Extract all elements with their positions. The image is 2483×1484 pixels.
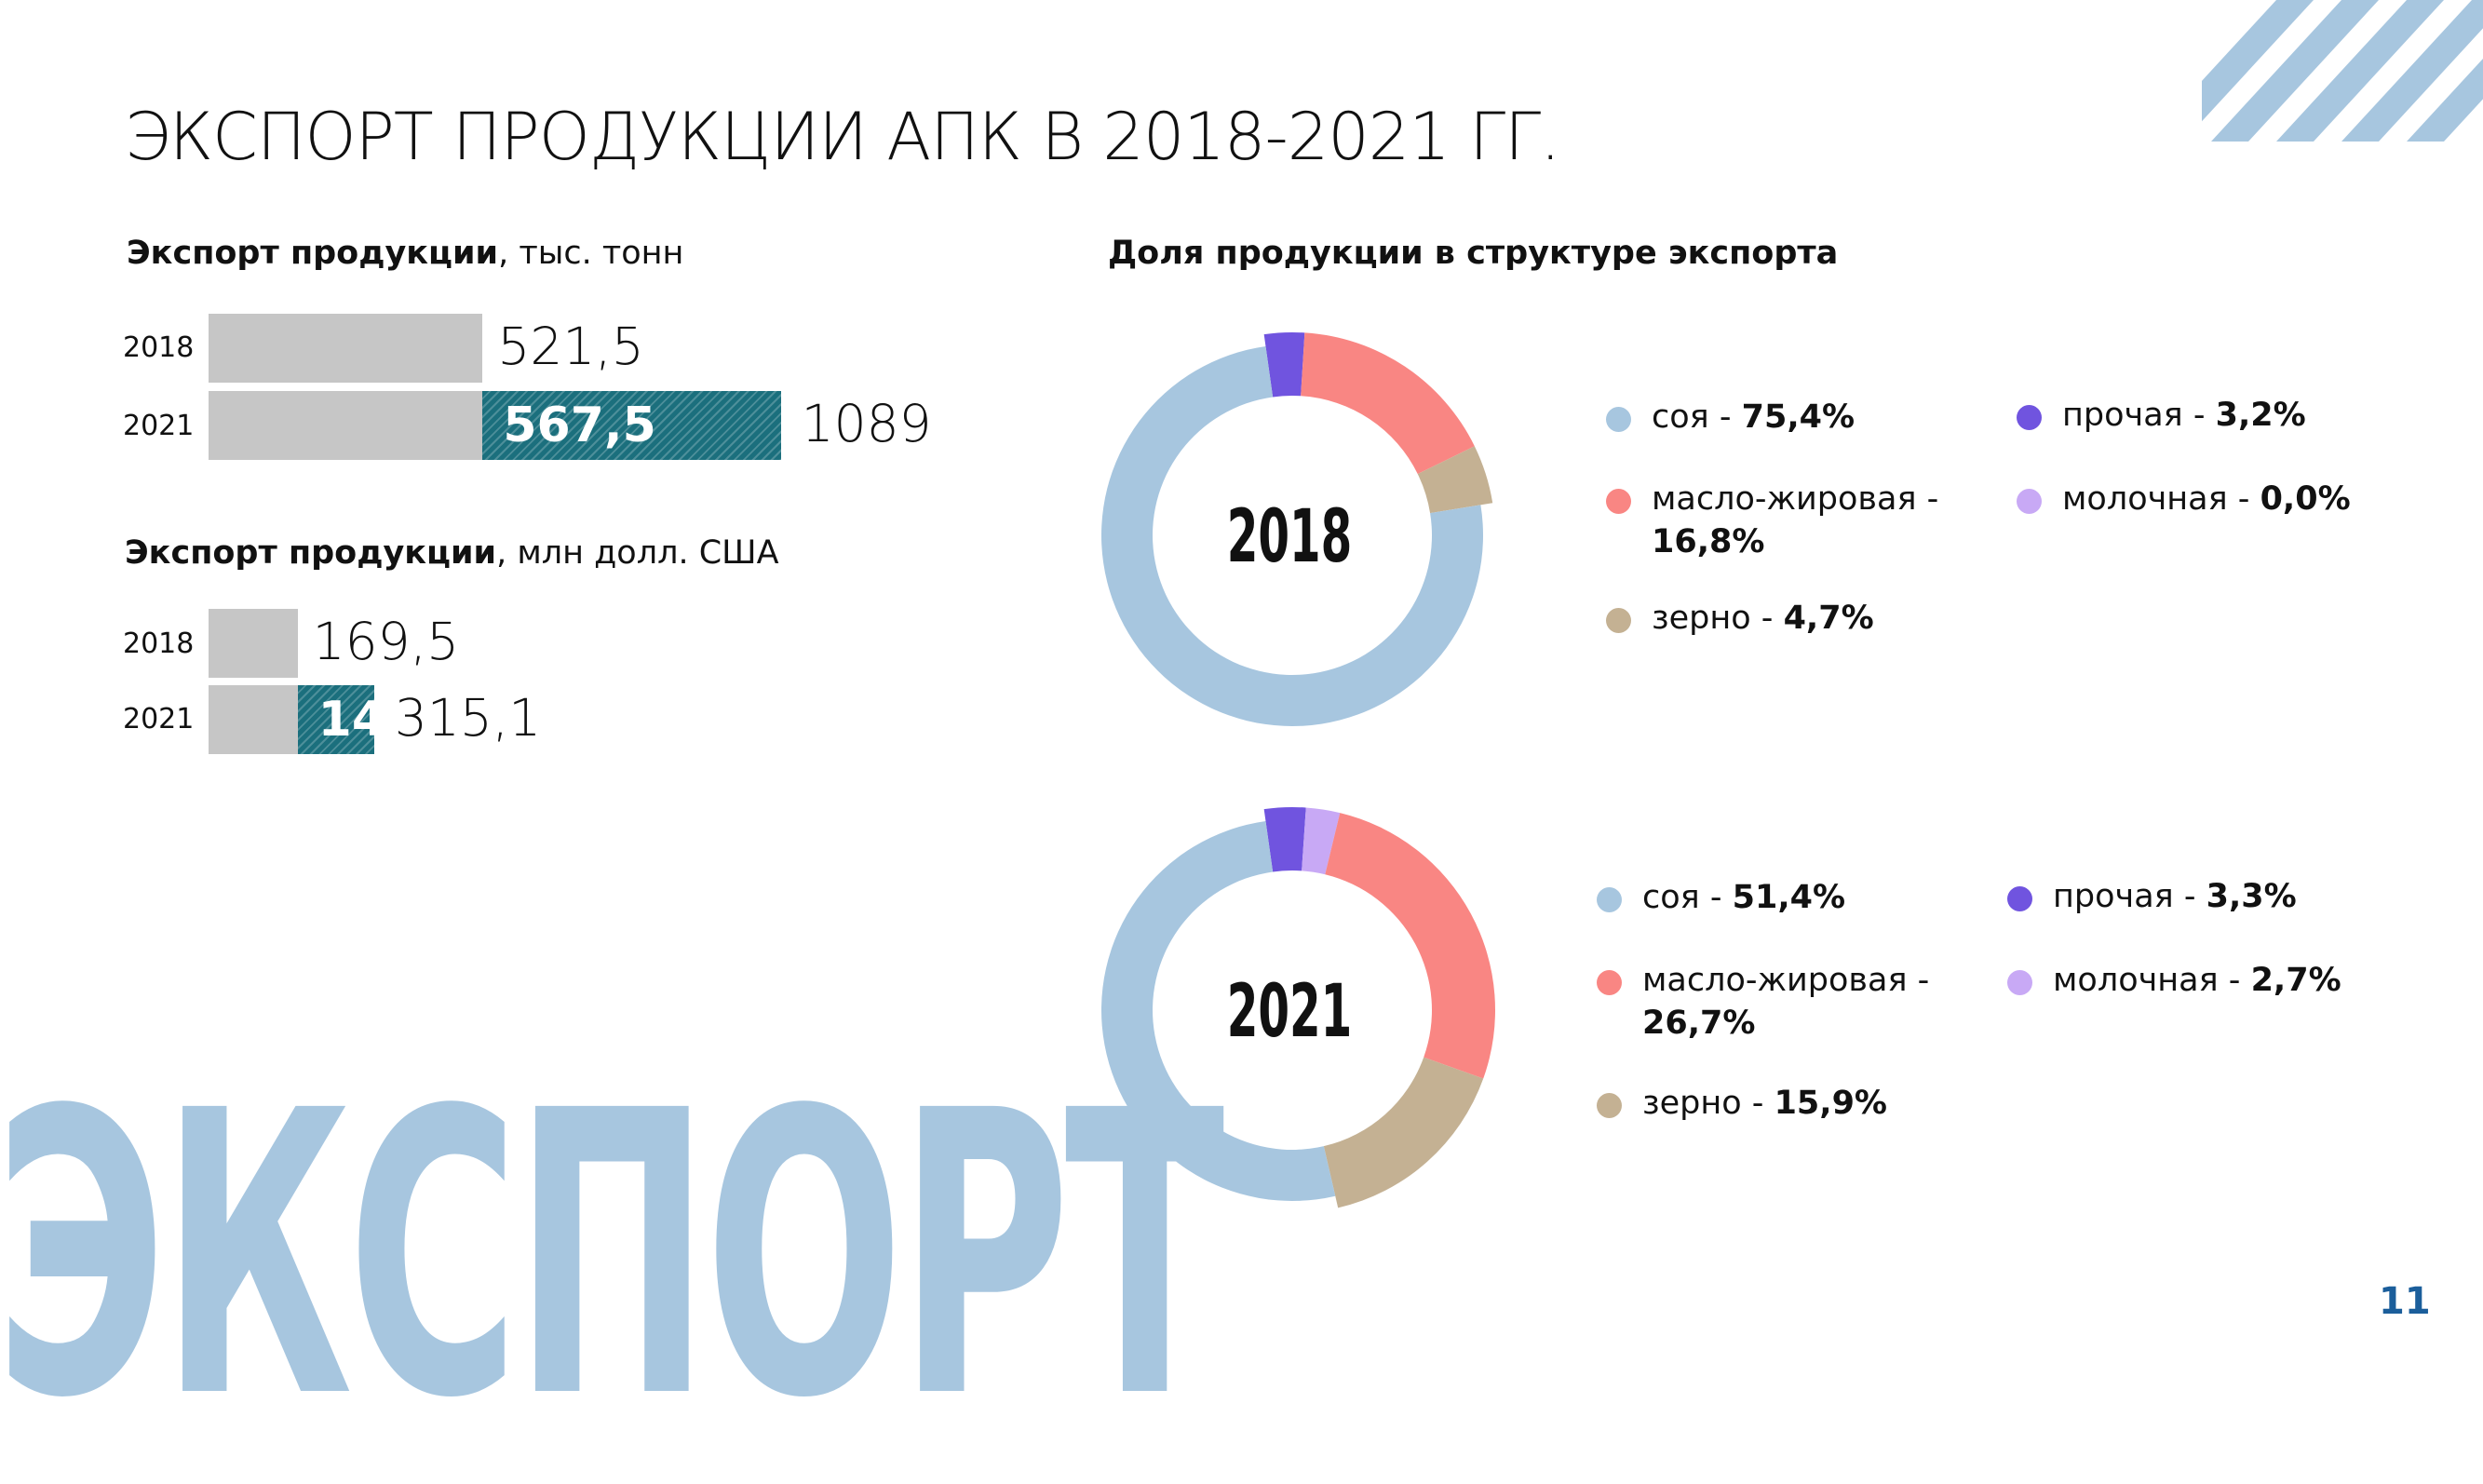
legend-dot (2007, 970, 2032, 995)
bar-chart-2-increment-label: 145,6 (317, 692, 472, 748)
legend-2021-grain: зерно - 15,9% (1597, 1082, 1887, 1125)
page-number: 11 (2379, 1280, 2431, 1323)
legend-dot (1606, 407, 1631, 432)
bar-chart-2-value-2018: 169,5 (312, 612, 460, 671)
donut-chart-2018: 2018 (1101, 332, 1493, 726)
bar-chart-2-category-2021: 2021 (123, 703, 195, 735)
donut-chart-2021: 2021 (1101, 807, 1495, 1208)
bar-chart-1-value-2018: 521,5 (497, 317, 644, 376)
legend-2021-soy: соя - 51,4% (1597, 876, 1845, 919)
legend-2021-dairy: молочная - 2,7% (2007, 959, 2341, 1002)
donut-slice-other (1263, 332, 1305, 398)
bar-chart-2-total-2021: 315,1 (394, 688, 542, 748)
donut-slice-other (1263, 807, 1306, 872)
bar-chart-1-bar-2018 (209, 314, 483, 383)
donut-slice-oil-fat (1301, 332, 1475, 475)
bar-chart-2-bar-2021-increment: 145,6 (297, 685, 471, 754)
donut-slice-oil-fat (1325, 813, 1495, 1079)
bar-chart-1-increment-label: 567,5 (503, 398, 656, 453)
legend-2021-other: прочая - 3,3% (2007, 875, 2297, 918)
background-word: ЭКСПОРТ (0, 1029, 1225, 1484)
legend-2018-other: прочая - 3,2% (2017, 394, 2306, 437)
bar-chart-1-title: Экспорт продукции, тыс. тонн (127, 235, 684, 272)
bar-chart-2-title: Экспорт продукции, млн долл. США (125, 534, 779, 572)
legend-2018-dairy: молочная - 0,0% (2017, 478, 2351, 520)
bar-chart-2-bar-2021-base (209, 685, 298, 754)
legend-dot (1597, 887, 1622, 912)
bar-chart-1-bar-2021-increment: 567,5 (482, 391, 781, 460)
legend-2018-grain: зерно - 4,7% (1606, 597, 1874, 640)
bar-chart-1-category-2021: 2021 (123, 410, 195, 442)
legend-dot (1597, 1093, 1622, 1118)
legend-dot (2017, 489, 2042, 514)
bar-chart-2-bar-2018 (209, 609, 298, 678)
legend-2018-oil-fat: масло-жировая -16,8% (1606, 478, 1938, 563)
donut-section-title: Доля продукции в структуре экспорта (1108, 235, 1839, 272)
donut-slice-grain (1417, 446, 1493, 514)
legend-dot (1597, 970, 1622, 995)
bar-chart-1-bar-2021-base (209, 391, 483, 460)
legend-2018-soy: соя - 75,4% (1606, 396, 1855, 438)
donut-slice-soy (1101, 820, 1336, 1201)
donut-2021-center-label: 2021 (1227, 970, 1353, 1054)
bar-chart-1-total-2021: 1089 (801, 394, 932, 453)
donut-slice-dairy (1302, 807, 1341, 875)
legend-dot (2017, 405, 2042, 430)
legend-dot (2007, 886, 2032, 911)
legend-dot (1606, 608, 1631, 633)
legend-dot (1606, 489, 1631, 514)
donut-2018-center-label: 2018 (1227, 495, 1353, 579)
donut-slice-grain (1323, 1057, 1484, 1208)
bar-chart-1-category-2018: 2018 (123, 331, 195, 364)
page-title: ЭКСПОРТ ПРОДУКЦИИ АПК В 2018-2021 ГГ. (125, 99, 1560, 175)
bar-chart-2-category-2018: 2018 (123, 627, 195, 660)
decorative-stripes (2202, 0, 2483, 142)
legend-2021-oil-fat: масло-жировая -26,7% (1597, 959, 1929, 1045)
